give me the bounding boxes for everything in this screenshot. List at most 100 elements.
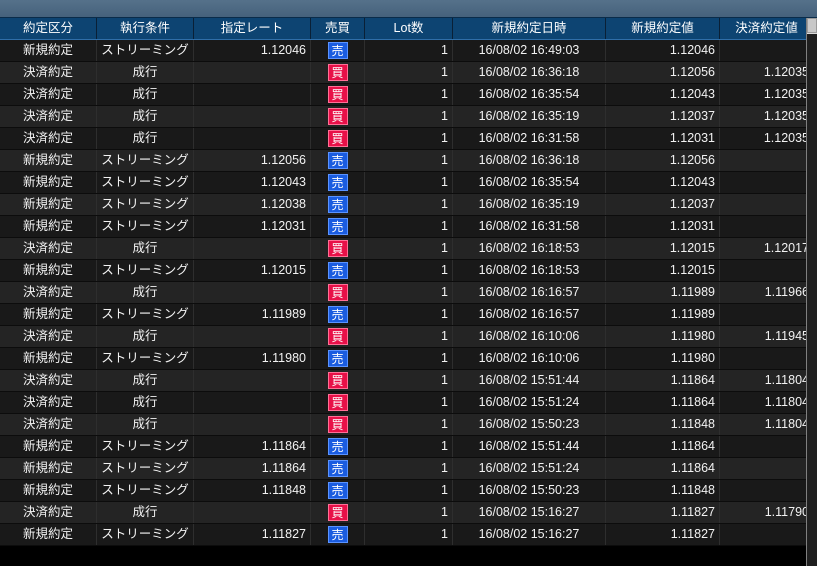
- column-header-side[interactable]: 売買: [310, 18, 365, 40]
- table-row[interactable]: 新規約定 ストリーミング 1.12015 売 1 16/08/02 16:18:53 1.1…: [0, 259, 813, 282]
- scrollbar-lower-track[interactable]: [807, 34, 817, 566]
- table-row[interactable]: 決済約定 成行 買 1 16/08/02 16:31:58 1.12031 1.12035: [0, 127, 813, 150]
- cell-lot: 1: [364, 105, 453, 128]
- cell-side: 買: [310, 501, 365, 524]
- cell-closeval: 1.11804: [719, 413, 813, 436]
- cell-opendt: 16/08/02 16:36:18: [452, 149, 606, 172]
- sell-badge: 売: [327, 438, 348, 456]
- cell-openval: 1.11980: [605, 325, 720, 348]
- cell-side: 買: [310, 413, 365, 436]
- cell-cond: 成行: [96, 501, 194, 524]
- cell-kubun: 新規約定: [0, 457, 97, 480]
- column-header-kubun[interactable]: 約定区分: [0, 18, 97, 40]
- table-row[interactable]: 決済約定 成行 買 1 16/08/02 15:50:23 1.11848 1.11804: [0, 413, 813, 436]
- cell-lot: 1: [364, 149, 453, 172]
- cell-lot: 1: [364, 325, 453, 348]
- table-row[interactable]: 決済約定 成行 買 1 16/08/02 16:18:53 1.12015 1.12017: [0, 237, 813, 260]
- sell-badge: 売: [327, 152, 348, 170]
- cell-side: 売: [310, 259, 365, 282]
- cell-openval: 1.12037: [605, 193, 720, 216]
- table-row[interactable]: 決済約定 成行 買 1 16/08/02 15:16:27 1.11827 1.11790: [0, 501, 813, 524]
- cell-kubun: 決済約定: [0, 83, 97, 106]
- table-row[interactable]: 決済約定 成行 買 1 16/08/02 16:35:54 1.12043 1.12035: [0, 83, 813, 106]
- cell-lot: 1: [364, 83, 453, 106]
- cell-kubun: 決済約定: [0, 325, 97, 348]
- table-header: 約定区分 執行条件 指定レート 売買 Lot数 新規約定日時 新規約定値 決済約…: [0, 18, 813, 40]
- table-row[interactable]: 新規約定 ストリーミング 1.11864 売 1 16/08/02 15:51:24 1.1…: [0, 457, 813, 480]
- cell-side: 買: [310, 237, 365, 260]
- cell-rate: 1.12046: [193, 39, 311, 62]
- cell-rate: 1.12015: [193, 259, 311, 282]
- table-row[interactable]: 新規約定 ストリーミング 1.12056 売 1 16/08/02 16:36:18 1.1…: [0, 149, 813, 172]
- cell-kubun: 決済約定: [0, 61, 97, 84]
- table-row[interactable]: 決済約定 成行 買 1 16/08/02 16:36:18 1.12056 1.12035: [0, 61, 813, 84]
- table-row[interactable]: 決済約定 成行 買 1 16/08/02 16:35:19 1.12037 1.12035: [0, 105, 813, 128]
- table-row[interactable]: 新規約定 ストリーミング 1.12038 売 1 16/08/02 16:35:19 1.1…: [0, 193, 813, 216]
- table-row[interactable]: 新規約定 ストリーミング 1.12043 売 1 16/08/02 16:35:54 1.1…: [0, 171, 813, 194]
- buy-badge: 買: [327, 86, 348, 104]
- cell-side: 売: [310, 435, 365, 458]
- cell-openval: 1.12043: [605, 171, 720, 194]
- cell-openval: 1.11848: [605, 413, 720, 436]
- vertical-scrollbar[interactable]: [806, 18, 817, 566]
- table-row[interactable]: 新規約定 ストリーミング 1.11989 売 1 16/08/02 16:16:57 1.1…: [0, 303, 813, 326]
- cell-rate: 1.11864: [193, 435, 311, 458]
- column-header-condition[interactable]: 執行条件: [96, 18, 194, 40]
- column-header-open-datetime[interactable]: 新規約定日時: [452, 18, 606, 40]
- cell-lot: 1: [364, 347, 453, 370]
- cell-lot: 1: [364, 391, 453, 414]
- cell-side: 買: [310, 391, 365, 414]
- buy-badge: 買: [327, 64, 348, 82]
- cell-cond: ストリーミング: [96, 347, 194, 370]
- cell-opendt: 16/08/02 16:31:58: [452, 127, 606, 150]
- cell-rate: [193, 413, 311, 436]
- cell-rate: 1.11827: [193, 523, 311, 546]
- column-header-lot[interactable]: Lot数: [364, 18, 453, 40]
- cell-kubun: 新規約定: [0, 171, 97, 194]
- cell-cond: 成行: [96, 281, 194, 304]
- cell-opendt: 16/08/02 16:16:57: [452, 281, 606, 304]
- table-row[interactable]: 新規約定 ストリーミング 1.12031 売 1 16/08/02 16:31:58 1.1…: [0, 215, 813, 238]
- table-row[interactable]: 新規約定 ストリーミング 1.11980 売 1 16/08/02 16:10:06 1.1…: [0, 347, 813, 370]
- window-toolbar-strip: [0, 0, 817, 18]
- column-header-open-value[interactable]: 新規約定値: [605, 18, 720, 40]
- scrollbar-thumb[interactable]: [807, 18, 817, 33]
- table-row[interactable]: 新規約定 ストリーミング 1.11864 売 1 16/08/02 15:51:44 1.1…: [0, 435, 813, 458]
- table-row[interactable]: 新規約定 ストリーミング 1.12046 売 1 16/08/02 16:49:03 1.1…: [0, 39, 813, 62]
- cell-cond: ストリーミング: [96, 479, 194, 502]
- column-header-close-value[interactable]: 決済約定値: [719, 18, 813, 40]
- table-row[interactable]: 決済約定 成行 買 1 16/08/02 15:51:44 1.11864 1.11804: [0, 369, 813, 392]
- cell-closeval: [719, 171, 813, 194]
- buy-badge: 買: [327, 416, 348, 434]
- table-row[interactable]: 決済約定 成行 買 1 16/08/02 15:51:24 1.11864 1.11804: [0, 391, 813, 414]
- column-header-rate[interactable]: 指定レート: [193, 18, 311, 40]
- cell-kubun: 決済約定: [0, 237, 97, 260]
- table-row[interactable]: 決済約定 成行 買 1 16/08/02 16:16:57 1.11989 1.11966: [0, 281, 813, 304]
- cell-side: 買: [310, 281, 365, 304]
- cell-closeval: [719, 435, 813, 458]
- cell-openval: 1.11989: [605, 281, 720, 304]
- cell-kubun: 決済約定: [0, 413, 97, 436]
- table-row[interactable]: 決済約定 成行 買 1 16/08/02 16:10:06 1.11980 1.11945: [0, 325, 813, 348]
- table-row[interactable]: 新規約定 ストリーミング 1.11827 売 1 16/08/02 15:16:27 1.1…: [0, 523, 813, 546]
- cell-openval: 1.11989: [605, 303, 720, 326]
- cell-openval: 1.12043: [605, 83, 720, 106]
- cell-kubun: 新規約定: [0, 259, 97, 282]
- table-row[interactable]: 新規約定 ストリーミング 1.11848 売 1 16/08/02 15:50:23 1.1…: [0, 479, 813, 502]
- cell-rate: [193, 325, 311, 348]
- cell-kubun: 新規約定: [0, 347, 97, 370]
- cell-opendt: 16/08/02 16:10:06: [452, 325, 606, 348]
- cell-rate: [193, 127, 311, 150]
- trade-history-table: 約定区分 執行条件 指定レート 売買 Lot数 新規約定日時 新規約定値 決済約…: [0, 18, 813, 546]
- cell-opendt: 16/08/02 16:35:19: [452, 105, 606, 128]
- header-row: 約定区分 執行条件 指定レート 売買 Lot数 新規約定日時 新規約定値 決済約…: [0, 18, 813, 40]
- cell-opendt: 16/08/02 16:18:53: [452, 237, 606, 260]
- cell-rate: [193, 281, 311, 304]
- cell-closeval: [719, 215, 813, 238]
- sell-badge: 売: [327, 262, 348, 280]
- cell-rate: 1.11848: [193, 479, 311, 502]
- cell-closeval: 1.11966: [719, 281, 813, 304]
- cell-lot: 1: [364, 369, 453, 392]
- cell-side: 買: [310, 325, 365, 348]
